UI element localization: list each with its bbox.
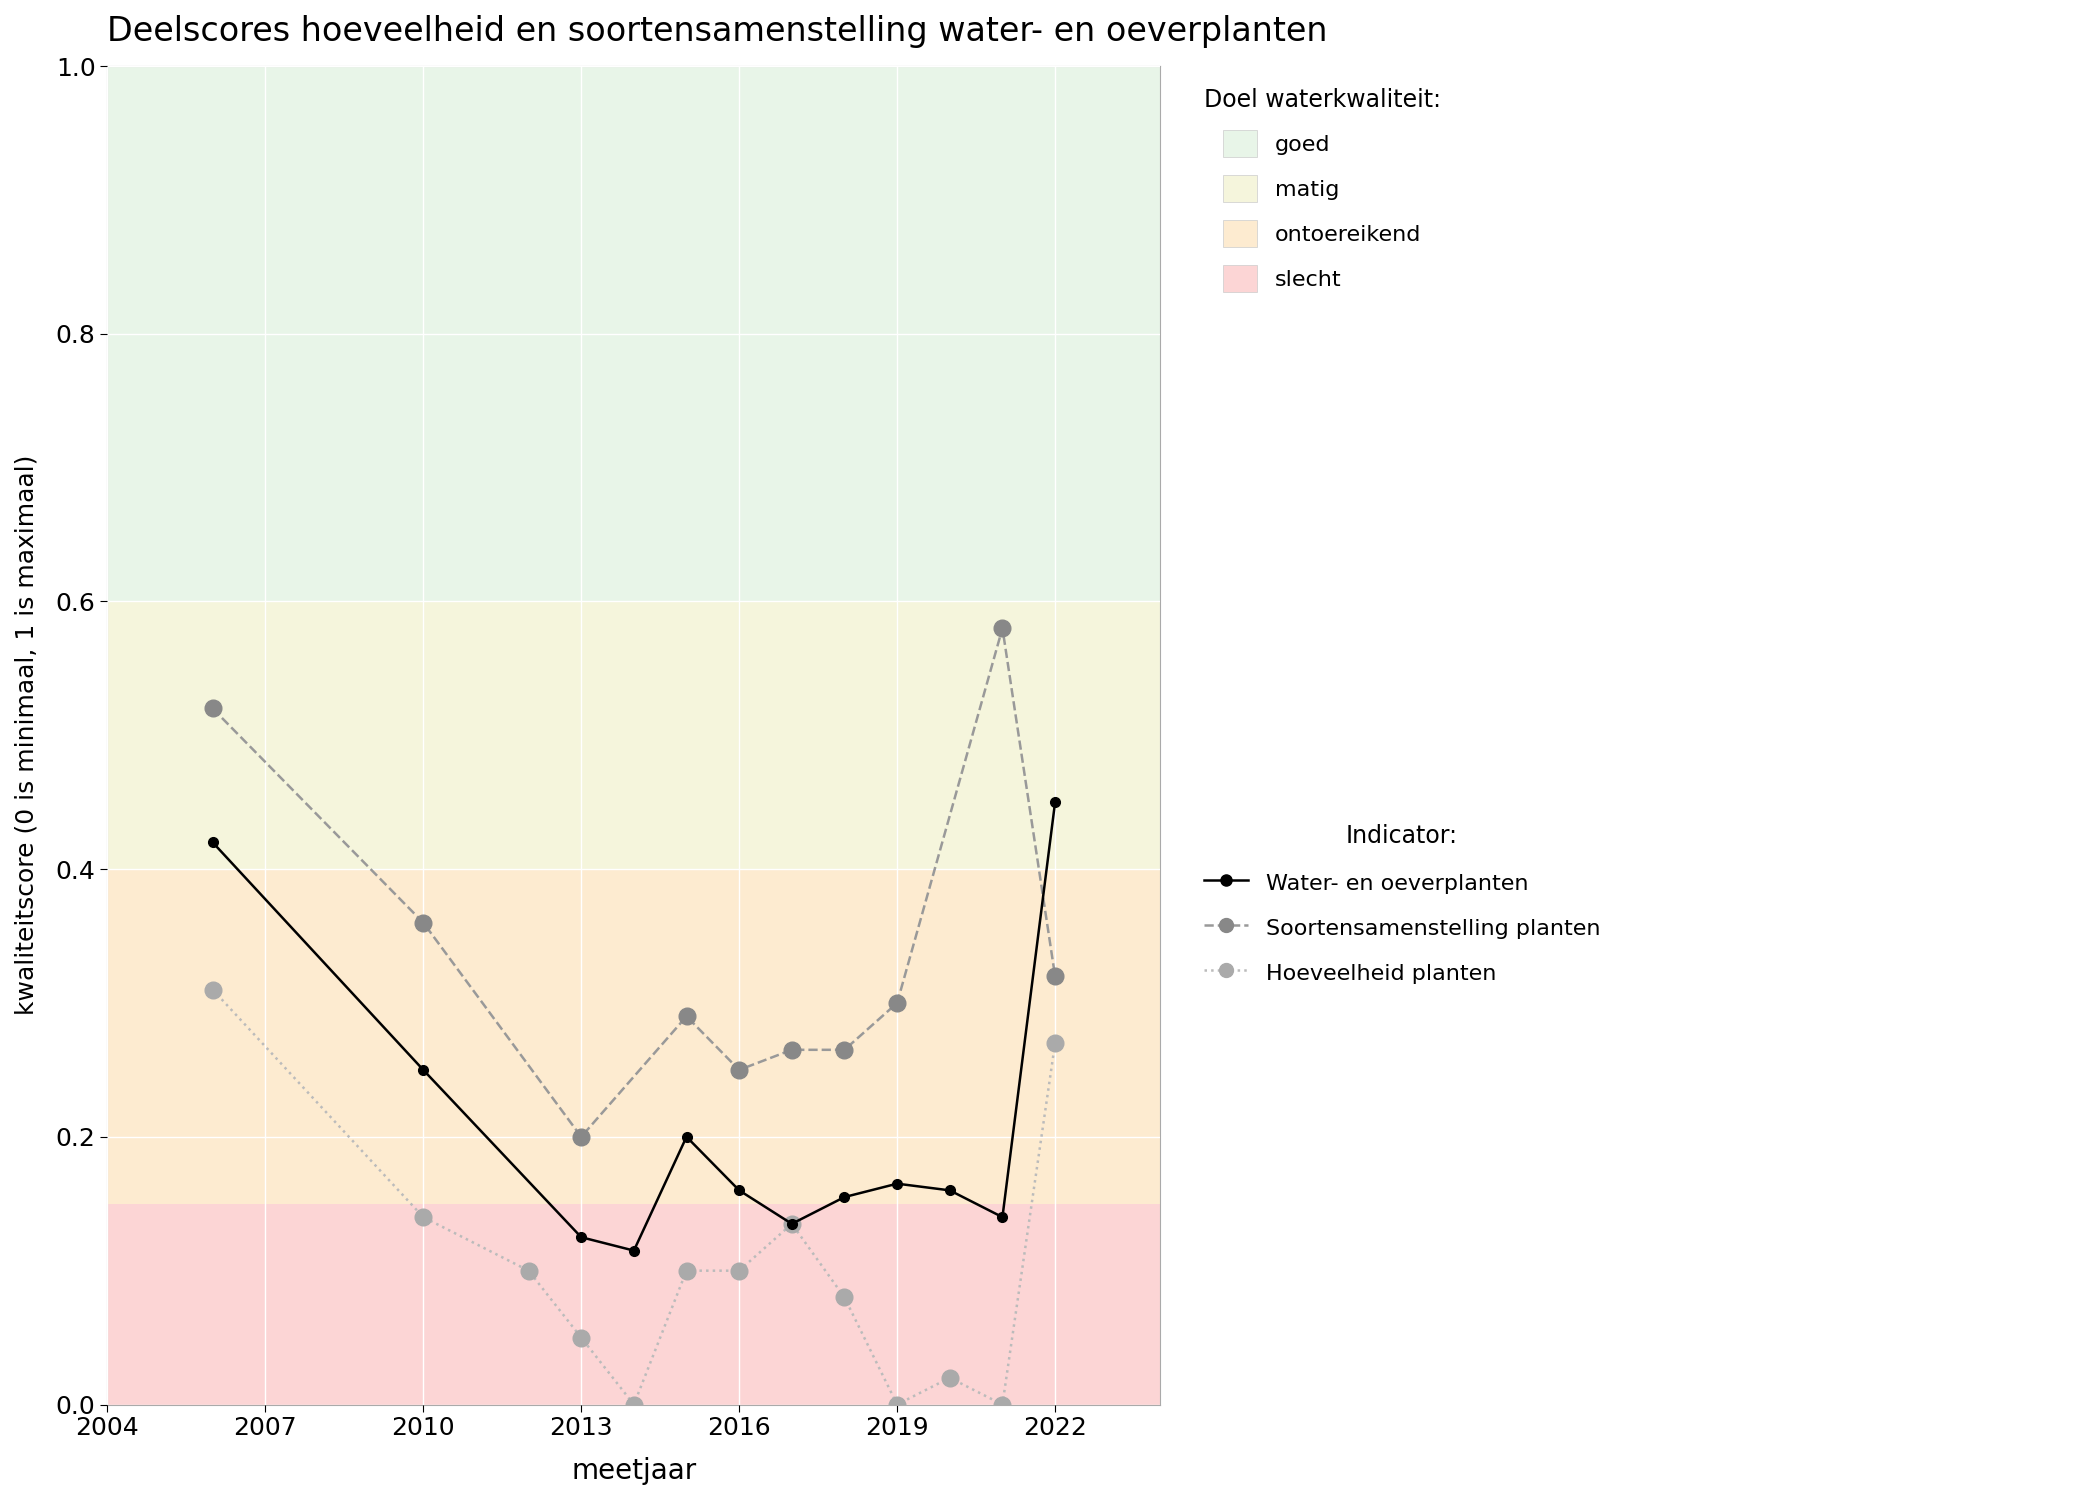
Water- en oeverplanten [727, 1182, 752, 1200]
Bar [107, 66, 1161, 602]
Soortensamenstelling planten [832, 1041, 857, 1059]
Water- en oeverplanten [200, 834, 225, 852]
Hoeveelheid planten [884, 1395, 909, 1413]
Line: Hoeveelheid planten: Hoeveelheid planten [204, 981, 1063, 1413]
Line: Soortensamenstelling planten: Soortensamenstelling planten [204, 620, 1063, 1144]
Soortensamenstelling planten [779, 1041, 804, 1059]
Water- en oeverplanten [779, 1215, 804, 1233]
Water- en oeverplanten [1042, 794, 1067, 812]
Water- en oeverplanten [569, 1228, 594, 1246]
Hoeveelheid planten [517, 1262, 542, 1280]
Soortensamenstelling planten [727, 1060, 752, 1078]
Hoeveelheid planten [989, 1395, 1014, 1413]
Y-axis label: kwaliteitscore (0 is minimaal, 1 is maximaal): kwaliteitscore (0 is minimaal, 1 is maxi… [15, 454, 40, 1016]
Bar [107, 1203, 1161, 1404]
Water- en oeverplanten [412, 1060, 437, 1078]
Water- en oeverplanten [937, 1182, 962, 1200]
Water- en oeverplanten [884, 1174, 909, 1192]
X-axis label: meetjaar: meetjaar [571, 1456, 697, 1485]
Soortensamenstelling planten [569, 1128, 594, 1146]
Soortensamenstelling planten [200, 699, 225, 717]
Hoeveelheid planten [727, 1262, 752, 1280]
Hoeveelheid planten [569, 1329, 594, 1347]
Text: Deelscores hoeveelheid en soortensamenstelling water- en oeverplanten: Deelscores hoeveelheid en soortensamenst… [107, 15, 1327, 48]
Hoeveelheid planten [1042, 1034, 1067, 1052]
Hoeveelheid planten [200, 981, 225, 999]
Line: Water- en oeverplanten: Water- en oeverplanten [208, 798, 1060, 1256]
Soortensamenstelling planten [674, 1008, 699, 1026]
Water- en oeverplanten [832, 1188, 857, 1206]
Soortensamenstelling planten [412, 914, 437, 932]
Soortensamenstelling planten [884, 994, 909, 1012]
Hoeveelheid planten [622, 1395, 647, 1413]
Bar [107, 602, 1161, 868]
Water- en oeverplanten [622, 1242, 647, 1260]
Bar [107, 868, 1161, 1203]
Hoeveelheid planten [674, 1262, 699, 1280]
Legend: Water- en oeverplanten, Soortensamenstelling planten, Hoeveelheid planten: Water- en oeverplanten, Soortensamenstel… [1193, 813, 1611, 994]
Soortensamenstelling planten [989, 620, 1014, 638]
Hoeveelheid planten [937, 1370, 962, 1388]
Hoeveelheid planten [832, 1288, 857, 1306]
Water- en oeverplanten [989, 1208, 1014, 1225]
Soortensamenstelling planten [1042, 968, 1067, 986]
Water- en oeverplanten [674, 1128, 699, 1146]
Hoeveelheid planten [412, 1208, 437, 1225]
Hoeveelheid planten [779, 1215, 804, 1233]
